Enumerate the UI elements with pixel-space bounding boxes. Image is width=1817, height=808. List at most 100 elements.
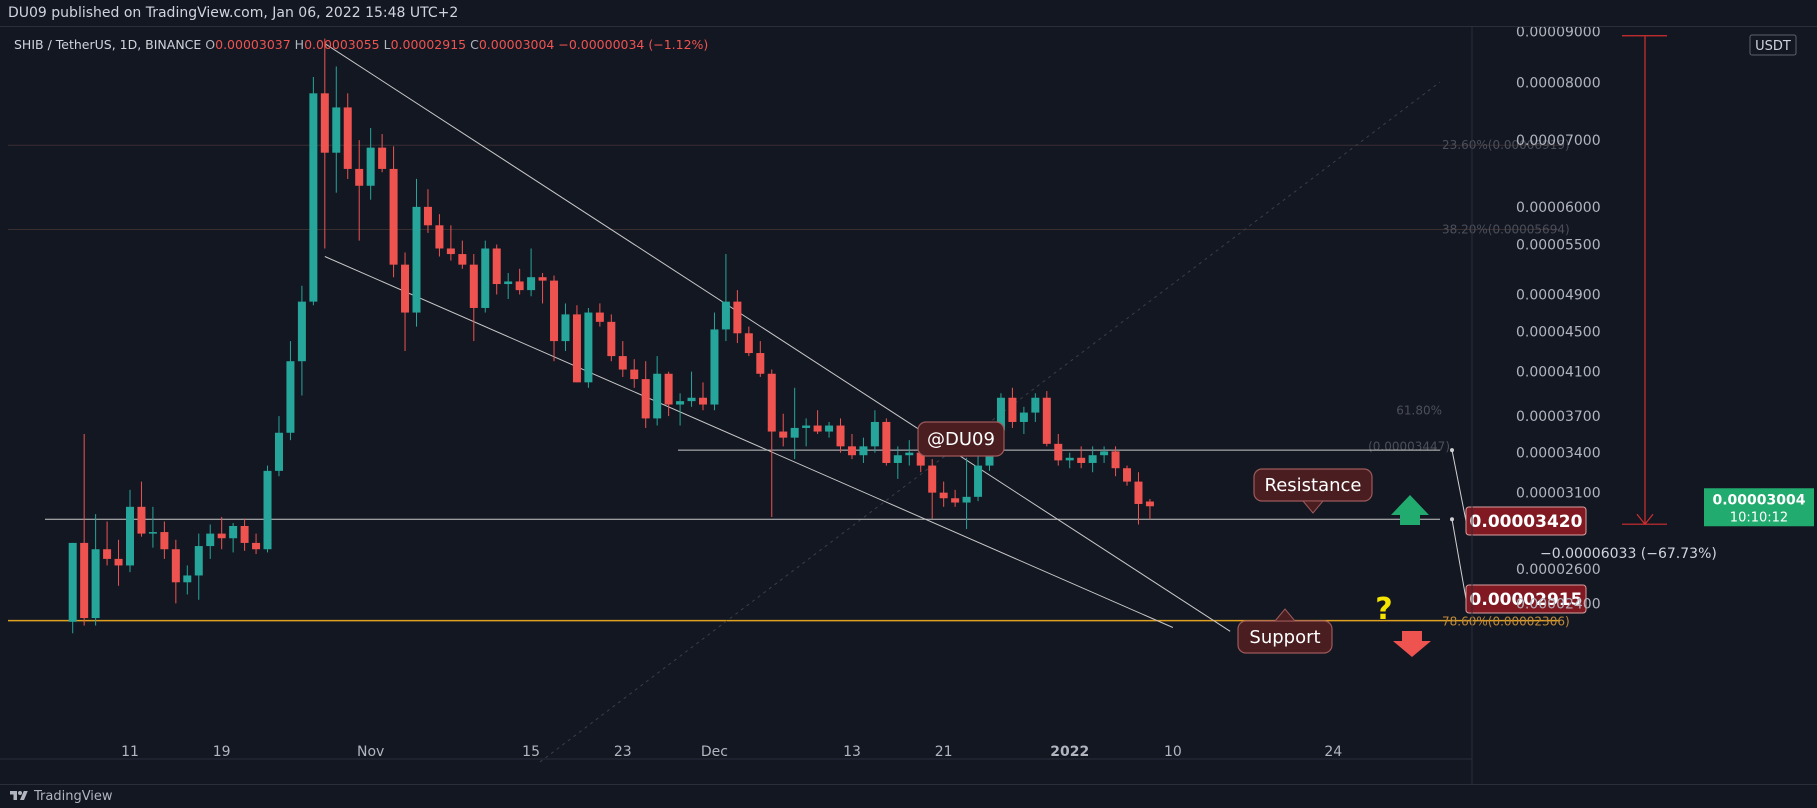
candle-body (343, 107, 352, 169)
candle-body (721, 301, 730, 330)
candle-body (779, 431, 788, 438)
candle-body (893, 455, 902, 463)
range-measure-arrow (1636, 513, 1654, 526)
candle-body (309, 93, 318, 302)
x-tick-label: 15 (522, 744, 540, 760)
current-price-tag (1704, 488, 1814, 527)
support-price-label-box (1465, 584, 1587, 614)
axes: 0.00009000 0.00008000 0.00007000 0.00006000… (0, 27, 1814, 785)
x-tick-label: 23 (614, 744, 632, 760)
candle-body (1042, 397, 1051, 444)
fib-trend-line (539, 81, 1441, 763)
candles (68, 38, 1154, 634)
candle-body (389, 168, 398, 265)
fib-label: 38.20%(0.00005694) (1442, 223, 1570, 237)
channel-upper-line (324, 43, 1231, 632)
candle-body (676, 401, 685, 405)
candle-body (297, 301, 306, 362)
watermark-callout: @DU09 (917, 421, 1005, 457)
candle-body (939, 492, 948, 499)
support-price-label-connector (1451, 519, 1467, 600)
candle-body (194, 546, 203, 576)
resistance-price-label: 0.00003420 (1450, 448, 1587, 536)
legend-c-value: 0.00003004 (479, 37, 559, 52)
y-tick-label: 0.00005500 (1516, 238, 1601, 254)
chart-frame[interactable]: 23.60%(0.00006919) 38.20%(0.00005694) 61.8… (0, 26, 1817, 785)
resistance-price-label-connector (1451, 450, 1467, 522)
y-tick-label: 0.00003400 (1516, 446, 1601, 462)
candle-body (1077, 457, 1086, 463)
countdown-text: 10:10:12 (1730, 510, 1788, 525)
candle-body (1065, 457, 1074, 461)
candle-body (137, 506, 146, 534)
candle-body (1134, 481, 1143, 504)
y-tick-label: 0.00002600 (1516, 562, 1601, 578)
candle-body (607, 321, 616, 357)
fib-label: 23.60%(0.00006919) (1442, 138, 1570, 152)
x-tick-label: 24 (1324, 744, 1342, 760)
candle-body (1123, 468, 1132, 482)
candle-body (733, 301, 742, 334)
candle-body (744, 333, 753, 354)
legend-change: −0.00000034 (−1.12%) (558, 37, 708, 52)
candle-body (91, 549, 100, 619)
candle-body (962, 496, 971, 503)
legend-symbol: SHIB / TetherUS, 1D, BINANCE (14, 37, 205, 52)
candle-body (103, 549, 112, 559)
y-tick-label: 0.00004500 (1516, 324, 1601, 340)
candle-body (423, 206, 432, 226)
candle-body (951, 498, 960, 503)
candle-body (550, 280, 559, 342)
y-tick-label: 0.00006000 (1516, 200, 1601, 216)
candle-body (641, 379, 650, 419)
chart-canvas[interactable]: 23.60%(0.00006919) 38.20%(0.00005694) 61.8… (0, 27, 1817, 785)
candle-body (492, 248, 501, 285)
candle-body (664, 373, 673, 405)
support-price-label-text: 0.00002915 (1470, 590, 1583, 610)
x-tick-label: 19 (213, 744, 231, 760)
current-price-text: 0.00003004 (1713, 492, 1806, 508)
candle-body (584, 312, 593, 383)
candle-body (515, 281, 524, 291)
y-tick-label: 0.00003100 (1516, 486, 1601, 502)
y-tick-label: 0.00009000 (1516, 27, 1601, 40)
candle-body (412, 206, 421, 313)
candle-body (905, 452, 914, 456)
y-tick-label: 0.00007000 (1516, 133, 1601, 149)
currency-badge (1749, 34, 1797, 56)
y-tick-label: 0.00008000 (1516, 75, 1601, 91)
candle-body (710, 329, 719, 405)
y-tick-label: 0.00002400 (1516, 596, 1601, 612)
candle-body (504, 281, 513, 285)
candle-body (595, 312, 604, 322)
candle-body (206, 533, 215, 547)
currency-badge-label: USDT (1755, 39, 1791, 54)
watermark-callout-box (917, 421, 1005, 457)
x-tick-label: 13 (843, 744, 861, 760)
candle-body (1088, 455, 1097, 463)
candle-body (171, 549, 180, 583)
y-tick-label: 0.00004100 (1516, 365, 1601, 381)
up-arrow-icon (1391, 495, 1429, 525)
resistance-price-label-text: 0.00003420 (1470, 512, 1583, 532)
candle-body (687, 397, 696, 402)
resistance-price-label-anchor (1450, 448, 1454, 453)
candle-body (1008, 397, 1017, 422)
x-tick-label: Nov (357, 744, 384, 760)
candle-body (561, 314, 570, 342)
resistance-callout-pointer (1301, 500, 1325, 514)
resistance-callout-text: Resistance (1265, 475, 1362, 496)
candle-body (252, 542, 261, 550)
candle-body (653, 373, 662, 419)
tradingview-brand[interactable]: TradingView (34, 789, 113, 804)
ohlc-legend: SHIB / TetherUS, 1D, BINANCE O0.00003037… (14, 37, 708, 52)
watermark-callout-text: @DU09 (927, 429, 995, 450)
down-arrow-icon (1393, 631, 1431, 657)
candle-body (825, 425, 834, 432)
candle-body (68, 542, 77, 622)
legend-o-label: O (205, 37, 215, 52)
question-mark: ? (1375, 592, 1392, 627)
candle-body (1019, 412, 1028, 422)
candle-body (446, 248, 455, 255)
annotations: @DU09 Resistance Support 0.00003420 0.000029… (917, 421, 1587, 657)
